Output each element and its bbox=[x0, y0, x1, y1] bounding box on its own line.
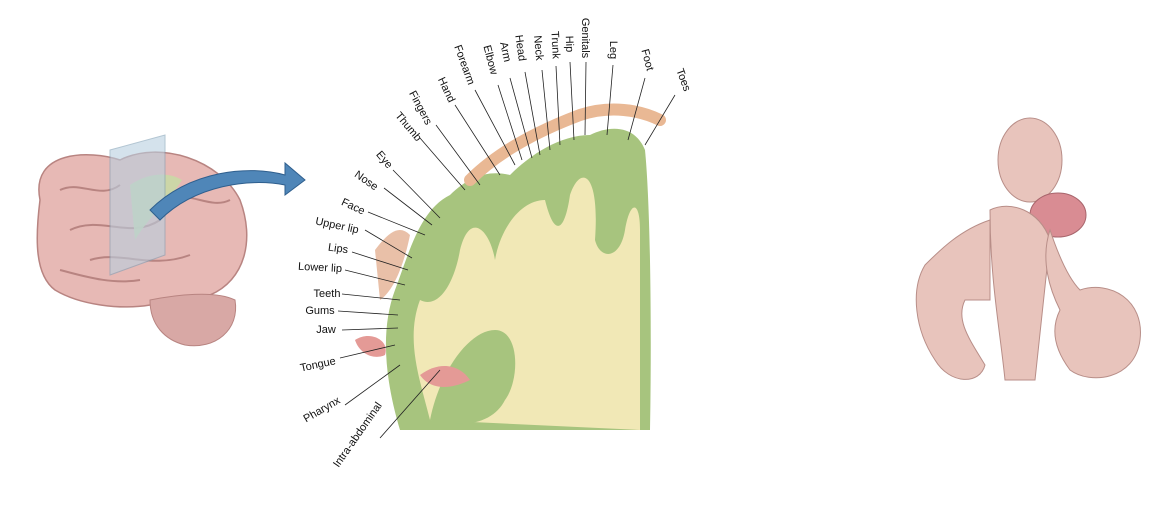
body-part-label: Hip bbox=[563, 36, 576, 53]
cortex-section bbox=[355, 103, 666, 430]
body-part-label: Trunk bbox=[548, 31, 561, 60]
body-part-label: Gums bbox=[305, 305, 335, 317]
body-part-label: Genitals bbox=[579, 18, 591, 59]
body-part-label: Tongue bbox=[299, 355, 337, 374]
body-part-label: Lower lip bbox=[298, 261, 343, 275]
body-part-label: Forearm bbox=[451, 43, 476, 86]
body-part-label: Head bbox=[512, 34, 528, 62]
arrow bbox=[149, 161, 306, 221]
body-part-label: Upper lip bbox=[314, 215, 360, 236]
body-part-label: Toes bbox=[673, 67, 692, 93]
body-part-label: Teeth bbox=[314, 288, 341, 300]
body-part-label: Hand bbox=[435, 76, 457, 105]
brain bbox=[36, 134, 248, 347]
body-part-label: Foot bbox=[638, 48, 655, 72]
body-part-label: Arm bbox=[497, 41, 513, 63]
body-part-label: Intra-abdominal bbox=[331, 400, 385, 469]
body-part-label: Neck bbox=[531, 35, 545, 62]
body-part-label: Nose bbox=[352, 169, 380, 194]
homunculus bbox=[915, 117, 1141, 381]
body-part-label: Elbow bbox=[480, 44, 499, 76]
body-part-label: Eye bbox=[373, 149, 394, 171]
body-part-label: Pharynx bbox=[301, 394, 342, 425]
body-part-label: Jaw bbox=[316, 324, 336, 336]
body-part-label: Leg bbox=[607, 41, 619, 59]
body-part-label: Lips bbox=[327, 242, 349, 257]
leader-lines bbox=[337, 61, 676, 439]
body-part-label: Face bbox=[339, 196, 366, 217]
